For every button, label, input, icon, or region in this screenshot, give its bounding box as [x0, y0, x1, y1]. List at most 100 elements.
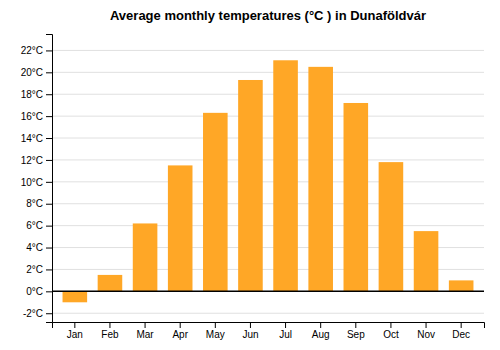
plot: -2°C 0°C 2°C 4°C 6°C 8°C 10°C 12°C 14°C 16°C 18°C 2… [21, 35, 485, 341]
bar [98, 275, 123, 291]
x-tick-label: Nov [417, 329, 435, 340]
y-tick-mark [46, 313, 52, 314]
y-tick-mark [46, 72, 52, 73]
x-tick-mark [320, 322, 321, 328]
y-tick: 16°C [21, 111, 52, 122]
x-tick-label: Jan [67, 329, 83, 340]
y-tick-mark [46, 116, 52, 117]
zero-line [52, 291, 484, 293]
grid [52, 50, 484, 313]
x-tick-mark [145, 322, 146, 328]
y-tick-mark [46, 94, 52, 95]
y-tick-mark [46, 182, 52, 183]
x-tick-mark [461, 322, 462, 328]
x-tick: Jul [279, 322, 292, 340]
y-tick-label: 18°C [21, 89, 43, 100]
y-tick: 18°C [21, 89, 52, 100]
x-tick: Nov [417, 322, 435, 340]
y-tick: 8°C [26, 198, 52, 209]
x-tick-mark [285, 322, 286, 328]
grid-line [52, 225, 484, 226]
x-tick-mark [355, 322, 356, 328]
grid-line [52, 94, 484, 95]
x-tick-mark [250, 322, 251, 328]
grid-line [52, 159, 484, 160]
y-tick-mark [46, 291, 52, 292]
x-tick: Sep [347, 322, 365, 340]
y-tick-label: 4°C [26, 242, 43, 253]
bar [238, 80, 263, 291]
grid-line [52, 50, 484, 51]
x-tick-label: Aug [312, 329, 330, 340]
y-tick-label: 16°C [21, 111, 43, 122]
x-tick: Aug [312, 322, 330, 340]
x-tick-mark [74, 322, 75, 328]
bar [273, 60, 298, 291]
y-tick-mark [46, 226, 52, 227]
y-tick-label: 20°C [21, 67, 43, 78]
grid-line [52, 138, 484, 139]
x-tick: Mar [136, 322, 154, 340]
bar [63, 291, 88, 302]
y-tick-label: 6°C [26, 220, 43, 231]
x-tick: Apr [172, 322, 188, 340]
x-tick: Dec [452, 322, 470, 340]
y-tick: 10°C [21, 177, 52, 188]
y-tick: 12°C [21, 155, 52, 166]
y-tick-label: 22°C [21, 45, 43, 56]
y-tick: 2°C [26, 264, 52, 275]
x-tick: Oct [383, 322, 399, 340]
bar [203, 113, 228, 291]
x-tick-mark [390, 322, 391, 328]
x-tick-label: Jul [279, 329, 292, 340]
y-tick-mark [46, 138, 52, 139]
grid-line [52, 291, 484, 292]
bar [308, 67, 333, 291]
x-axis: Jan Feb Mar Apr May Jun Jul Aug Sep Oct Nov Dec [53, 322, 485, 340]
chart: -2°C 0°C 2°C 4°C 6°C 8°C 10°C 12°C 14°C 16°C 18°C 2… [0, 0, 500, 350]
y-tick-label: 2°C [26, 264, 43, 275]
x-tick-label: Mar [136, 329, 154, 340]
x-tick-mark [426, 322, 427, 328]
x-tick-label: Sep [347, 329, 365, 340]
bars [52, 60, 484, 302]
grid-line [52, 313, 484, 314]
bar [379, 162, 404, 291]
x-tick-mark [109, 322, 110, 328]
grid-line [52, 203, 484, 204]
y-tick-mark [46, 269, 52, 270]
y-tick: 6°C [26, 220, 52, 231]
x-tick-mark [215, 322, 216, 328]
x-tick-label: Oct [383, 329, 399, 340]
y-tick: 20°C [21, 67, 52, 78]
bar [133, 223, 158, 291]
y-tick-mark [46, 50, 52, 51]
title: Average monthly temperatures (°C ) in Du… [110, 8, 426, 23]
y-tick: 4°C [26, 242, 52, 253]
x-tick-label: Dec [452, 329, 470, 340]
bar [449, 280, 474, 291]
bar [168, 165, 193, 291]
x-tick-label: May [206, 329, 225, 340]
y-tick: 0°C [26, 286, 52, 297]
y-tick-label: -2°C [23, 308, 43, 319]
x-tick-label: Jun [242, 329, 258, 340]
x-tick: Jan [67, 322, 83, 340]
y-tick: -2°C [23, 308, 52, 319]
bar [414, 231, 439, 291]
bar [344, 103, 369, 291]
x-tick: Jun [242, 322, 258, 340]
y-tick-mark [46, 160, 52, 161]
y-tick-label: 10°C [21, 177, 43, 188]
grid-line [52, 116, 484, 117]
grid-line [52, 72, 484, 73]
y-tick: 22°C [21, 45, 52, 56]
y-tick-label: 12°C [21, 155, 43, 166]
y-tick-label: 14°C [21, 133, 43, 144]
y-tick-mark [46, 204, 52, 205]
y-axis: -2°C 0°C 2°C 4°C 6°C 8°C 10°C 12°C 14°C 16°C 18°C 2… [21, 35, 53, 323]
x-tick: Feb [101, 322, 119, 340]
x-tick-mark [180, 322, 181, 328]
x-tick-label: Apr [172, 329, 188, 340]
y-axis-line [46, 35, 53, 323]
